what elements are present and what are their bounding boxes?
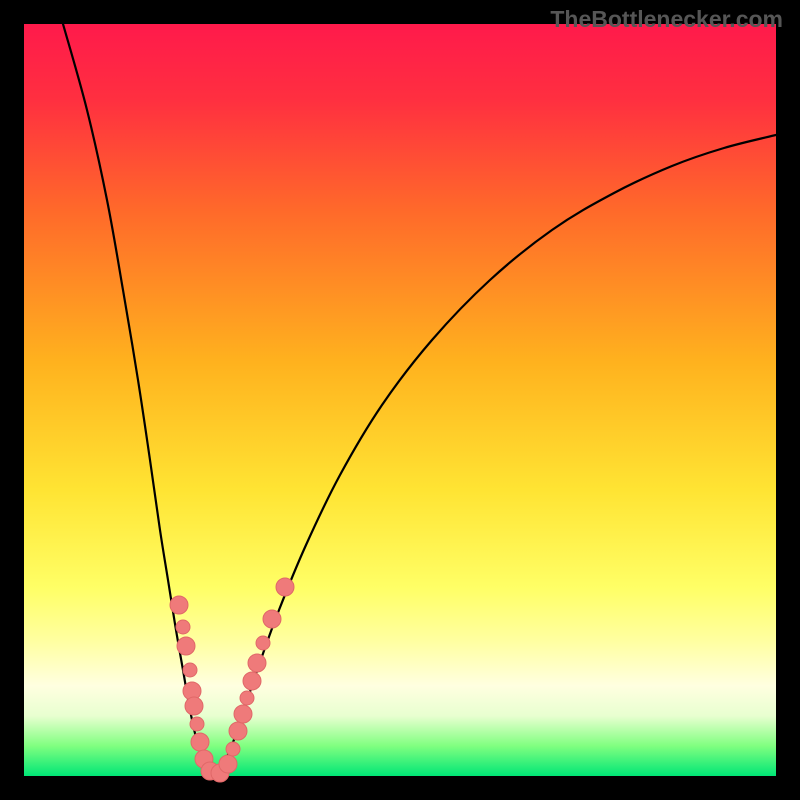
marker-bead <box>229 722 247 740</box>
marker-bead <box>226 742 240 756</box>
marker-bead <box>177 637 195 655</box>
marker-bead <box>185 697 203 715</box>
chart-container: TheBottlenecker.com <box>0 0 800 800</box>
marker-bead <box>256 636 270 650</box>
bottleneck-chart <box>0 0 800 800</box>
marker-bead <box>176 620 190 634</box>
plot-gradient <box>24 24 776 776</box>
marker-bead <box>263 610 281 628</box>
watermark-text: TheBottlenecker.com <box>550 6 783 33</box>
marker-bead <box>243 672 261 690</box>
marker-bead <box>276 578 294 596</box>
marker-bead <box>219 755 237 773</box>
marker-bead <box>234 705 252 723</box>
marker-bead <box>190 717 204 731</box>
marker-bead <box>191 733 209 751</box>
marker-bead <box>248 654 266 672</box>
marker-bead <box>240 691 254 705</box>
marker-bead <box>183 663 197 677</box>
marker-bead <box>170 596 188 614</box>
